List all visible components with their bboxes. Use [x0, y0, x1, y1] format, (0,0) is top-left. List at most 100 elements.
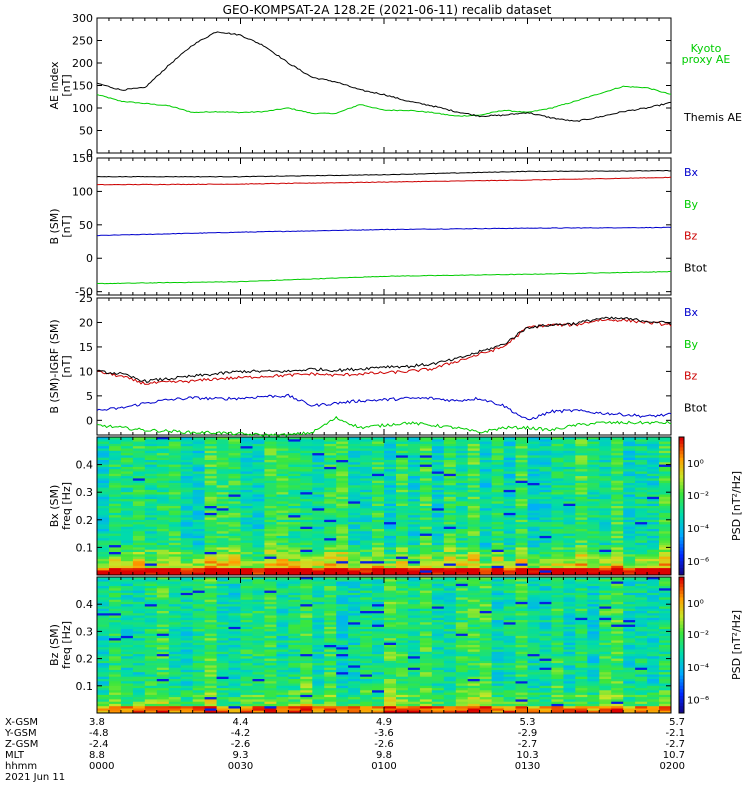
spectrogram-cell	[109, 545, 122, 548]
spectrogram-cell	[563, 531, 576, 534]
spectrogram-cell	[336, 441, 349, 445]
spectrogram-cell	[336, 647, 349, 650]
spectrogram-cell	[336, 608, 349, 612]
spectrogram-cell	[228, 635, 241, 639]
spectrogram-cell	[551, 462, 564, 465]
spectrogram-cell	[300, 524, 313, 528]
spectrogram-cell	[551, 473, 564, 477]
spectrogram-cell	[635, 448, 648, 452]
spectrogram-cell	[192, 542, 206, 546]
spectrogram-cell	[120, 446, 134, 449]
spectrogram-cell	[635, 473, 648, 477]
spectrogram-cell	[396, 457, 409, 461]
spectrogram-cell	[419, 629, 433, 632]
spectrogram-cell	[647, 535, 660, 539]
spectrogram-cell	[204, 471, 217, 475]
spectrogram-cell	[324, 588, 337, 591]
spectrogram-cell	[228, 494, 241, 498]
spectrogram-cell	[515, 519, 528, 523]
spectrogram-cell	[276, 542, 289, 546]
spectrogram-cell	[168, 471, 182, 475]
spectrogram-cell	[240, 480, 253, 484]
spectrogram-cell	[372, 572, 385, 576]
spectrogram-cell	[431, 635, 445, 639]
spectrogram-cell	[467, 526, 481, 530]
spectrogram-cell	[144, 469, 158, 472]
spectrogram-cell	[180, 529, 194, 532]
spectrogram-cell	[252, 570, 265, 574]
spectrogram-cell	[527, 522, 540, 525]
spectrogram-cell	[120, 538, 134, 541]
spectrogram-cell	[587, 522, 600, 525]
spectrogram-cell	[479, 508, 493, 511]
spectrogram-cell	[575, 519, 588, 523]
spectrogram-cell	[264, 581, 277, 585]
spectrogram-cell	[527, 469, 540, 472]
spectrogram-cell	[168, 453, 182, 456]
spectrogram-cell	[192, 512, 206, 516]
spectrogram-cell	[216, 473, 229, 477]
spectrogram-cell	[575, 535, 588, 539]
spectrogram-cell	[479, 489, 493, 493]
spectrogram-cell	[659, 501, 672, 505]
spectrogram-cell	[467, 570, 481, 574]
spectrogram-cell	[360, 533, 373, 537]
spectrogram-cell	[348, 615, 361, 619]
spectrogram-cell	[120, 579, 134, 582]
spectrogram-cell	[204, 478, 217, 482]
spectrogram-cell	[599, 473, 612, 477]
spectrogram-cell	[384, 437, 397, 440]
spectrogram-cell	[611, 517, 624, 521]
spectrogram-cell	[312, 483, 325, 486]
spectrogram-cell	[563, 478, 576, 482]
spectrogram-cell	[575, 457, 588, 461]
spectrogram-cell	[204, 570, 217, 574]
spectrogram-cell	[360, 601, 373, 605]
spectrogram-cell	[419, 446, 433, 449]
spectrogram-cell	[467, 506, 481, 509]
spectrogram-cell	[336, 583, 349, 587]
spectrogram-cell	[587, 558, 600, 562]
spectrogram-cell	[647, 586, 660, 589]
spectrogram-cell	[288, 446, 301, 449]
spectrogram-cell	[372, 626, 385, 630]
spectrogram-cell	[204, 483, 217, 486]
spectrogram-cell	[575, 552, 588, 555]
spectrogram-cell	[479, 519, 493, 523]
spectrogram-cell	[515, 453, 528, 456]
spectrogram-cell	[312, 464, 325, 468]
spectrogram-cell	[252, 526, 265, 530]
spectrogram-cell	[491, 515, 504, 518]
spectrogram-cell	[635, 554, 648, 557]
spectrogram-cell	[192, 471, 206, 475]
spectrogram-cell	[288, 503, 301, 507]
spectrogram-cell	[264, 608, 277, 612]
spectrogram-cell	[192, 592, 206, 596]
spectrogram-cell	[180, 647, 194, 650]
spectrogram-cell	[216, 649, 229, 653]
spectrogram-cell	[575, 577, 588, 580]
spectrogram-cell	[109, 439, 122, 442]
spectrogram-cell	[443, 586, 457, 589]
spectrogram-cell	[276, 526, 289, 530]
spectrogram-cell	[156, 469, 170, 472]
spectrogram-cell	[551, 522, 564, 525]
spectrogram-cell	[527, 601, 540, 605]
spectrogram-cell	[97, 572, 110, 576]
spectrogram-cell	[216, 446, 229, 449]
spectrogram-cell	[419, 480, 433, 484]
spectrogram-cell	[264, 448, 277, 452]
spectrogram-cell	[276, 558, 289, 562]
spectrogram-cell	[120, 542, 134, 546]
spectrogram-cell	[348, 647, 361, 650]
spectrogram-cell	[467, 633, 481, 637]
spectrogram-cell	[132, 483, 146, 486]
spectrogram-cell	[635, 457, 648, 461]
spectrogram-cell	[503, 515, 516, 518]
spectrogram-cell	[611, 615, 624, 619]
spectrogram-cell	[109, 437, 122, 440]
spectrogram-cell	[264, 457, 277, 461]
spectrogram-cell	[515, 443, 528, 447]
spectrogram-cell	[503, 631, 516, 635]
spectrogram-cell	[479, 522, 493, 525]
